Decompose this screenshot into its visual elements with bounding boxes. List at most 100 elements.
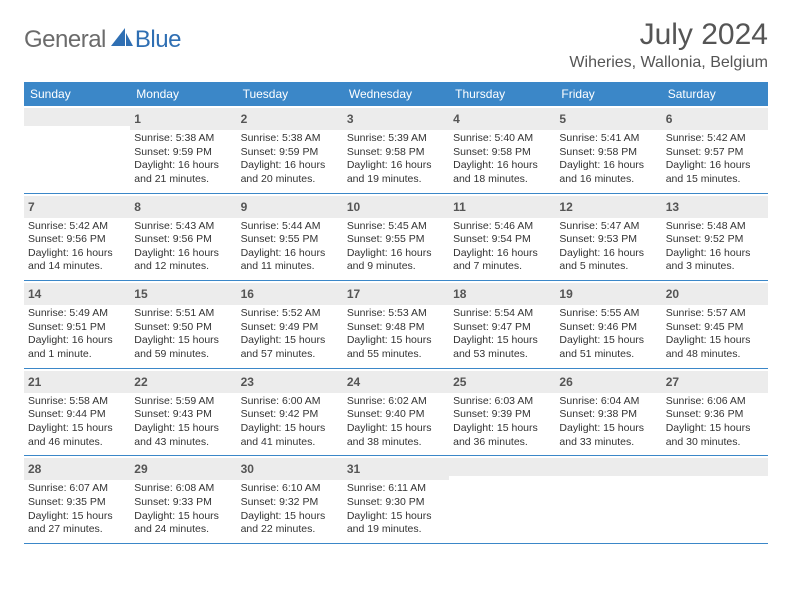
sun-data-line: Sunset: 9:56 PM — [28, 233, 126, 247]
sun-data-line: Daylight: 15 hours and 51 minutes. — [559, 334, 657, 361]
day-cell: 15Sunrise: 5:51 AMSunset: 9:50 PMDayligh… — [130, 281, 236, 368]
sun-data-line: Sunrise: 5:59 AM — [134, 395, 232, 409]
sun-data-line: Sunrise: 5:55 AM — [559, 307, 657, 321]
day-number: 22 — [134, 375, 147, 389]
sun-data-line: Sunset: 9:45 PM — [666, 321, 764, 335]
day-number: 12 — [559, 200, 572, 214]
day-number-row: 25 — [449, 371, 555, 393]
day-number-row: 8 — [130, 196, 236, 218]
sail-icon — [111, 28, 133, 53]
day-number: 20 — [666, 287, 679, 301]
day-number: 15 — [134, 287, 147, 301]
day-number-row: 27 — [662, 371, 768, 393]
brand-logo: General Blue — [24, 18, 181, 54]
sun-data-line: Daylight: 16 hours and 12 minutes. — [134, 247, 232, 274]
sun-data-line: Daylight: 16 hours and 9 minutes. — [347, 247, 445, 274]
day-number: 8 — [134, 200, 141, 214]
sun-data-line: Sunrise: 5:47 AM — [559, 220, 657, 234]
day-number: 13 — [666, 200, 679, 214]
day-cell: 23Sunrise: 6:00 AMSunset: 9:42 PMDayligh… — [237, 369, 343, 456]
day-number: 14 — [28, 287, 41, 301]
sun-data-line: Sunset: 9:40 PM — [347, 408, 445, 422]
day-number: 2 — [241, 112, 248, 126]
day-cell: 19 Sunrise: 5:55 AMSunset: 9:46 PMDayligh… — [555, 281, 661, 368]
day-number: 26 — [559, 375, 572, 389]
day-cell: 2Sunrise: 5:38 AMSunset: 9:59 PMDaylight… — [237, 106, 343, 193]
day-cell: 12Sunrise: 5:47 AMSunset: 9:53 PMDayligh… — [555, 194, 661, 281]
day-number: 16 — [241, 287, 254, 301]
day-number: 24 — [347, 375, 360, 389]
day-number-row: 7 — [24, 196, 130, 218]
weekday-header: Thursday — [449, 82, 555, 106]
week-row: 14Sunrise: 5:49 AMSunset: 9:51 PMDayligh… — [24, 281, 768, 369]
sun-data-line: Daylight: 15 hours and 59 minutes. — [134, 334, 232, 361]
week-row: 21Sunrise: 5:58 AMSunset: 9:44 PMDayligh… — [24, 369, 768, 457]
sun-data-line: Sunset: 9:33 PM — [134, 496, 232, 510]
day-number: 9 — [241, 200, 248, 214]
day-cell: 26Sunrise: 6:04 AMSunset: 9:38 PMDayligh… — [555, 369, 661, 456]
day-number-row: 12 — [555, 196, 661, 218]
day-cell: 6Sunrise: 5:42 AMSunset: 9:57 PMDaylight… — [662, 106, 768, 193]
weekday-header: Wednesday — [343, 82, 449, 106]
day-number-row: 13 — [662, 196, 768, 218]
day-number-row: 9 — [237, 196, 343, 218]
sun-data-line: Daylight: 16 hours and 3 minutes. — [666, 247, 764, 274]
sun-data-line: Daylight: 16 hours and 1 minute. — [28, 334, 126, 361]
sun-data-line: Daylight: 15 hours and 24 minutes. — [134, 510, 232, 537]
day-cell: 9 Sunrise: 5:44 AMSunset: 9:55 PMDaylight… — [237, 194, 343, 281]
day-cell — [555, 456, 661, 543]
sun-data-line: Daylight: 15 hours and 30 minutes. — [666, 422, 764, 449]
sun-data-line: Daylight: 16 hours and 21 minutes. — [134, 159, 232, 186]
sun-data-line: Sunrise: 5:38 AM — [241, 132, 339, 146]
day-cell: 1Sunrise: 5:38 AMSunset: 9:59 PMDaylight… — [130, 106, 236, 193]
day-cell: 10Sunrise: 5:45 AMSunset: 9:55 PMDayligh… — [343, 194, 449, 281]
day-number-row: 26 — [555, 371, 661, 393]
day-cell — [24, 106, 130, 193]
sun-data-line: Daylight: 16 hours and 16 minutes. — [559, 159, 657, 186]
sun-data-line: Sunset: 9:39 PM — [453, 408, 551, 422]
brand-text-blue: Blue — [135, 26, 181, 54]
day-number: 19 — [559, 287, 572, 301]
sun-data-line: Sunset: 9:46 PM — [559, 321, 657, 335]
sun-data-line: Daylight: 16 hours and 11 minutes. — [241, 247, 339, 274]
sun-data-line: Sunset: 9:44 PM — [28, 408, 126, 422]
sun-data-line: Sunset: 9:50 PM — [134, 321, 232, 335]
day-number: 4 — [453, 112, 460, 126]
sun-data-line: Sunset: 9:55 PM — [241, 233, 339, 247]
day-number: 31 — [347, 462, 360, 476]
day-cell: 5Sunrise: 5:41 AMSunset: 9:58 PMDaylight… — [555, 106, 661, 193]
sun-data-line: Sunset: 9:58 PM — [347, 146, 445, 160]
day-number-row: 3 — [343, 108, 449, 130]
brand-text-general: General — [24, 26, 106, 54]
day-cell: 30Sunrise: 6:10 AMSunset: 9:32 PMDayligh… — [237, 456, 343, 543]
day-number: 1 — [134, 112, 141, 126]
day-number-row: 28 — [24, 458, 130, 480]
sun-data-line: Sunrise: 6:04 AM — [559, 395, 657, 409]
day-cell — [449, 456, 555, 543]
day-number-row: 20 — [662, 283, 768, 305]
day-cell: 18Sunrise: 5:54 AMSunset: 9:47 PMDayligh… — [449, 281, 555, 368]
sun-data-line: Sunset: 9:30 PM — [347, 496, 445, 510]
sun-data-line: Sunrise: 6:02 AM — [347, 395, 445, 409]
day-number-row: 1 — [130, 108, 236, 130]
sun-data-line: Sunset: 9:53 PM — [559, 233, 657, 247]
day-number: 17 — [347, 287, 360, 301]
day-number: 3 — [347, 112, 354, 126]
sun-data-line: Sunrise: 5:44 AM — [241, 220, 339, 234]
day-number-row: 2 — [237, 108, 343, 130]
day-cell: 16Sunrise: 5:52 AMSunset: 9:49 PMDayligh… — [237, 281, 343, 368]
sun-data-line: Sunset: 9:51 PM — [28, 321, 126, 335]
week-row: 28Sunrise: 6:07 AMSunset: 9:35 PMDayligh… — [24, 456, 768, 544]
location-text: Wiheries, Wallonia, Belgium — [569, 54, 768, 72]
day-number-row — [24, 108, 130, 126]
sun-data-line: Daylight: 15 hours and 53 minutes. — [453, 334, 551, 361]
day-number-row: 14 — [24, 283, 130, 305]
day-cell: 11Sunrise: 5:46 AMSunset: 9:54 PMDayligh… — [449, 194, 555, 281]
day-number-row: 19 — [555, 283, 661, 305]
day-number-row: 23 — [237, 371, 343, 393]
sun-data-line: Sunset: 9:59 PM — [134, 146, 232, 160]
day-cell: 8Sunrise: 5:43 AMSunset: 9:56 PMDaylight… — [130, 194, 236, 281]
day-cell: 3Sunrise: 5:39 AMSunset: 9:58 PMDaylight… — [343, 106, 449, 193]
day-number: 11 — [453, 200, 466, 214]
sun-data-line: Daylight: 16 hours and 18 minutes. — [453, 159, 551, 186]
